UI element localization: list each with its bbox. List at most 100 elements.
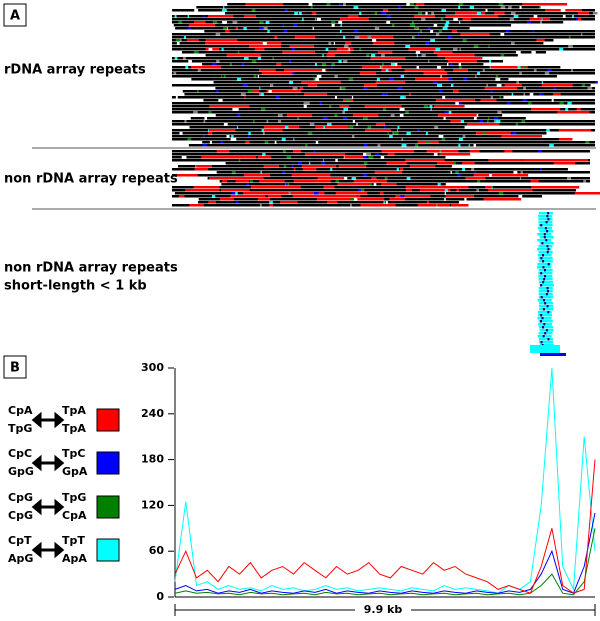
alignment-stripe xyxy=(305,144,308,147)
alignment-stripe xyxy=(540,272,543,275)
alignment-row xyxy=(539,305,554,308)
alignment-stripe xyxy=(390,114,395,117)
alignment-stripe xyxy=(196,165,212,168)
alignment-stripe xyxy=(277,114,283,117)
alignment-stripe xyxy=(343,36,346,39)
alignment-stripe xyxy=(440,75,442,78)
alignment-stripe xyxy=(329,105,332,108)
alignment-stripe xyxy=(367,36,372,39)
alignment-stripe xyxy=(463,78,466,81)
alignment-stripe xyxy=(189,204,204,207)
alignment-stripe xyxy=(406,132,411,135)
alignment-stripe xyxy=(477,72,480,75)
alignment-stripe xyxy=(521,120,526,123)
alignment-stripe xyxy=(475,75,477,78)
alignment-stripe xyxy=(342,111,345,114)
y-tick-label: 0 xyxy=(156,590,164,603)
alignment-stripe xyxy=(545,221,548,224)
alignment-stripe xyxy=(409,93,411,96)
alignment-row xyxy=(538,221,553,224)
alignment-stripe xyxy=(202,144,207,147)
alignment-stripe xyxy=(358,189,362,192)
alignment-stripe xyxy=(538,93,544,96)
alignment-row xyxy=(172,105,465,108)
alignment-stripe xyxy=(211,63,217,66)
alignment-stripe xyxy=(516,81,519,84)
series-line xyxy=(174,459,596,594)
alignment-stripe xyxy=(444,189,449,192)
alignment-stripe xyxy=(405,186,446,189)
alignment-stripe xyxy=(450,63,453,66)
alignment-stripe xyxy=(254,48,265,51)
alignment-stripe xyxy=(187,15,190,18)
alignment-row xyxy=(224,12,595,15)
alignment-stripe xyxy=(259,87,261,90)
alignment-stripe xyxy=(547,311,550,314)
alignment-stripe xyxy=(269,84,274,87)
alignment-stripe xyxy=(532,30,535,33)
alignment-stripe xyxy=(493,189,533,192)
alignment-stripe xyxy=(265,21,270,24)
alignment-stripe xyxy=(331,21,336,24)
alignment-stripe xyxy=(348,48,350,51)
alignment-stripe xyxy=(235,180,249,183)
alignment-stripe xyxy=(510,12,516,15)
alignment-stripe xyxy=(458,138,463,141)
alignment-stripe xyxy=(505,30,510,33)
alignment-row xyxy=(172,33,595,36)
alignment-stripe xyxy=(458,6,461,9)
alignment-stripe xyxy=(194,9,199,12)
alignment-stripe xyxy=(203,15,205,18)
alignment-stripe xyxy=(538,150,542,153)
alignment-stripe xyxy=(533,69,537,72)
group-label: short-length < 1 kb xyxy=(4,279,147,294)
alignment-stripe xyxy=(354,30,359,33)
alignment-stripe xyxy=(289,81,294,84)
alignment-stripe xyxy=(515,123,519,126)
alignment-stripe xyxy=(419,189,451,192)
alignment-row xyxy=(172,15,595,18)
alignment-stripe xyxy=(353,114,379,117)
alignment-stripe xyxy=(215,33,221,36)
alignment-stripe xyxy=(293,138,295,141)
alignment-row xyxy=(537,248,552,251)
alignment-stripe xyxy=(229,63,232,66)
alignment-stripe xyxy=(368,156,374,159)
chart: 0 60 120 180 240 300 CpA TpG TpA TpA CpC GpG TpC GpA C… xyxy=(8,361,596,618)
alignment-stripe xyxy=(541,84,573,87)
alignment-stripe xyxy=(456,189,460,192)
alignment-stripe xyxy=(186,39,199,42)
alignment-stripe xyxy=(351,135,355,138)
alignment-stripe xyxy=(447,63,449,66)
alignment-stripe xyxy=(252,120,255,123)
alignment-stripe xyxy=(462,168,466,171)
alignment-stripe xyxy=(244,15,257,18)
series-line xyxy=(174,512,596,594)
alignment-row xyxy=(172,84,591,87)
alignment-stripe xyxy=(390,63,395,66)
alignment-stripe xyxy=(364,144,368,147)
alignment-stripe xyxy=(451,204,469,207)
alignment-stripe xyxy=(495,120,501,123)
alignment-stripe xyxy=(468,144,470,147)
alignment-row xyxy=(538,272,553,275)
alignment-stripe xyxy=(429,105,433,108)
alignment-stripe xyxy=(326,54,335,57)
alignment-row xyxy=(537,239,552,242)
alignment-row xyxy=(172,120,595,123)
alignment-stripe xyxy=(448,36,453,39)
alignment-stripe xyxy=(374,12,378,15)
alignment-stripe xyxy=(558,129,591,132)
alignment-stripe xyxy=(397,126,400,129)
alignment-row xyxy=(172,45,595,48)
alignment-stripe xyxy=(546,215,549,218)
alignment-stripe xyxy=(274,186,301,189)
legend-swatch xyxy=(96,408,120,432)
alignment-stripe xyxy=(455,102,459,105)
alignment-row xyxy=(207,177,590,180)
alignment-stripe xyxy=(314,63,317,66)
alignment-stripe xyxy=(408,48,438,51)
alignment-row xyxy=(172,48,595,51)
alignment-stripe xyxy=(572,15,574,18)
alignment-stripe xyxy=(282,51,315,54)
